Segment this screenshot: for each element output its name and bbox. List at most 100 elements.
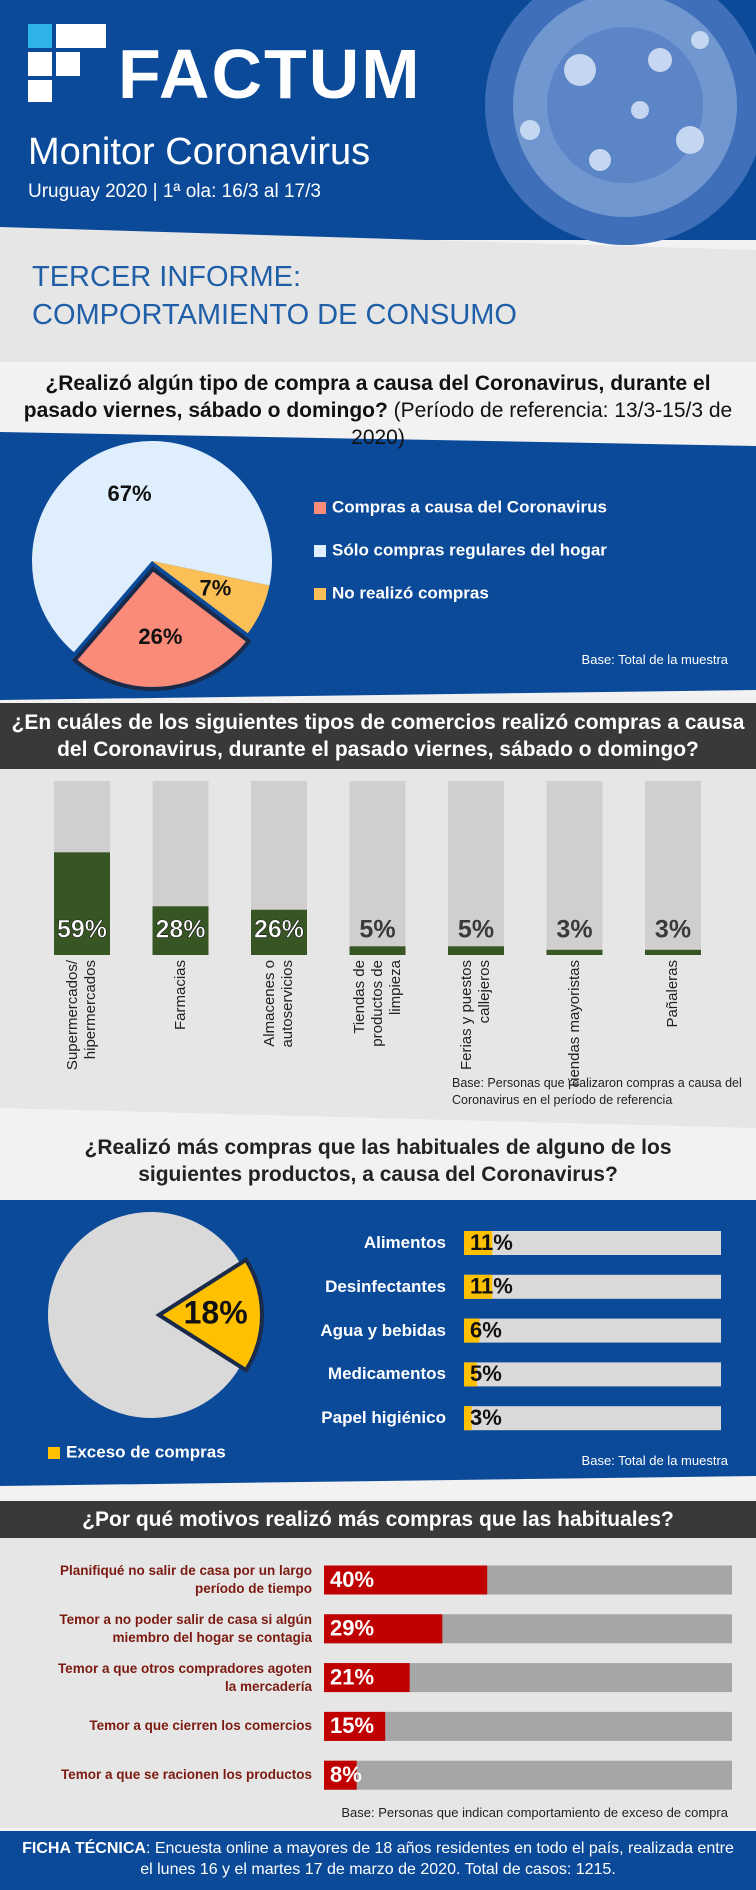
bar-track [324, 1760, 732, 1790]
footer: FICHA TÉCNICA: Encuesta online a mayores… [20, 1838, 736, 1880]
report-line: COMPORTAMIENTO DE CONSUMO [32, 299, 517, 331]
y-tick-label: Agua y bebidas [320, 1320, 446, 1340]
title-band [0, 703, 756, 769]
data-label: 7% [199, 576, 231, 601]
note: Base: Total de la muestra [581, 652, 728, 667]
legend-label: Compras a causa del Coronavirus [332, 497, 607, 516]
bar-track [645, 781, 701, 955]
bar [645, 949, 701, 955]
question-title: ¿Realizó más compras que las habituales … [84, 1136, 672, 1186]
bar-track [349, 781, 406, 955]
note: Base: Personas que indican comportamient… [341, 1805, 728, 1820]
header-title: Monitor Coronavirus [28, 131, 371, 173]
y-tick-label: Alimentos [363, 1233, 446, 1252]
data-label: 18% [184, 1294, 248, 1330]
data-label: 11% [470, 1274, 513, 1299]
data-label: 6% [470, 1317, 502, 1342]
legend-swatch [314, 502, 326, 514]
pie-slice [155, 1257, 264, 1373]
logo [28, 24, 106, 102]
x-tick-label: Tiendas de productos de limpieza [350, 960, 404, 1047]
y-tick-label: Medicamentos [327, 1364, 446, 1384]
data-label: 21% [330, 1664, 374, 1689]
report-line: TERCER INFORME: [32, 261, 302, 293]
bar [324, 1760, 357, 1790]
bar [464, 1318, 480, 1343]
title-band [0, 1501, 756, 1538]
data-label: 67% [108, 481, 152, 506]
footer-text: : Encuesta online a mayores de 18 años r… [140, 1840, 734, 1878]
note: Base: Total de la muestra [581, 1453, 728, 1468]
pie-slice [71, 566, 252, 691]
bar [448, 946, 504, 955]
bar-track [464, 1362, 721, 1387]
data-label: 3% [470, 1405, 502, 1430]
y-tick-label: Temor a que cierren los comercios [89, 1718, 312, 1734]
bar-track [464, 1406, 721, 1431]
subtitle: (Período de referencia: 13/3-15/3 de 202… [351, 399, 733, 449]
y-tick-label: Temor a que otros compradores agoten la … [57, 1660, 312, 1694]
data-label: 5% [359, 916, 395, 944]
y-tick-label: Desinfectantes [325, 1276, 446, 1296]
footer-label: FICHA TÉCNICA [22, 1840, 146, 1857]
data-label: 26% [254, 916, 304, 944]
bar-track [464, 1318, 721, 1343]
legend-swatch [48, 1447, 60, 1459]
data-label: 59% [57, 916, 107, 944]
bar [324, 1565, 488, 1595]
legend-swatch [314, 588, 326, 600]
data-label: 5% [458, 916, 494, 944]
pie-track [48, 1212, 254, 1418]
header-subtitle: Uruguay 2020 | 1ª ola: 16/3 al 17/3 [28, 181, 321, 202]
bar [349, 946, 406, 955]
data-label: 29% [330, 1616, 374, 1641]
pie-slice [32, 441, 273, 653]
data-label: 3% [655, 916, 691, 944]
data-label: 3% [556, 916, 592, 944]
y-tick-label: Planifiqué no salir de casa por un largo… [59, 1563, 312, 1596]
bar [546, 949, 603, 955]
data-label: 11% [470, 1230, 513, 1255]
bar-track [464, 1231, 721, 1255]
bar [464, 1362, 477, 1387]
bar-track [324, 1711, 732, 1741]
pie-slice [152, 561, 270, 634]
x-tick-label: Almacenes o autoservicios [261, 960, 296, 1048]
question-title: ¿Por qué motivos realizó más compras que… [82, 1508, 674, 1531]
data-label: 40% [330, 1567, 374, 1592]
bar [464, 1406, 472, 1431]
x-tick-label: Farmacias [171, 960, 189, 1031]
legend-label: No realizó compras [332, 583, 489, 602]
legend-label: Sólo compras regulares del hogar [332, 540, 607, 559]
data-label: 8% [330, 1762, 362, 1787]
bar [324, 1614, 443, 1644]
bar-track [546, 781, 603, 955]
data-label: 28% [155, 916, 205, 944]
y-tick-label: Temor a no poder salir de casa si algún … [59, 1611, 312, 1645]
question-title: ¿Realizó algún tipo de compra a causa de… [10, 370, 746, 451]
question-title: ¿En cuáles de los siguientes tipos de co… [11, 711, 745, 761]
data-label: 5% [470, 1361, 502, 1386]
legend-label: Exceso de compras [66, 1442, 226, 1461]
legend-swatch [314, 545, 326, 557]
y-tick-label: Papel higiénico [321, 1408, 446, 1428]
data-label: 15% [330, 1713, 374, 1738]
bar [324, 1711, 386, 1741]
bar [251, 909, 307, 955]
footer-bg [0, 1831, 756, 1890]
y-tick-label: Temor a que se racionen los productos [60, 1767, 312, 1783]
brand: FACTUM [118, 35, 422, 113]
note: Base: Personas que realizaron compras a … [452, 1076, 742, 1107]
bar [464, 1231, 493, 1255]
x-tick-label: Supermercados/ hipermercados [64, 960, 99, 1071]
report-bg [0, 227, 756, 362]
title: ¿Realizó algún tipo de compra a causa de… [23, 372, 711, 422]
bar [464, 1274, 493, 1299]
bar [324, 1663, 410, 1693]
bar-track [464, 1274, 721, 1299]
virus-art [485, 0, 756, 245]
bar [54, 852, 110, 955]
data-label: 26% [138, 624, 182, 649]
